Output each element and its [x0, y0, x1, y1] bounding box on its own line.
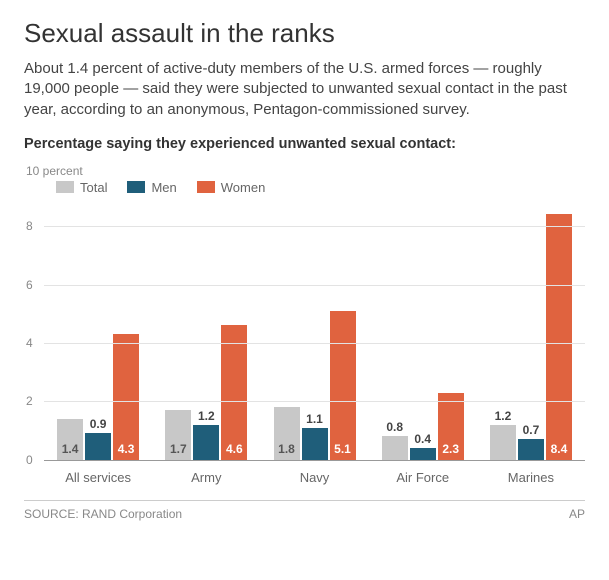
y-tick-label: 2	[26, 394, 33, 408]
bar-group: 1.71.24.6	[152, 168, 260, 460]
gridline	[44, 226, 585, 227]
bar: 1.4	[57, 419, 83, 460]
x-category-label: Army	[152, 464, 260, 488]
y-tick-label: 6	[26, 278, 33, 292]
bar-value-label: 5.1	[330, 442, 356, 456]
bar: 1.2	[490, 425, 516, 460]
gridline	[44, 401, 585, 402]
page-title: Sexual assault in the ranks	[24, 18, 585, 49]
bar-value-label: 0.9	[85, 417, 111, 431]
credit-label: AP	[569, 507, 585, 521]
bar-value-label: 1.4	[57, 442, 83, 456]
bar-value-label: 8.4	[546, 442, 572, 456]
y-tick-label: 8	[26, 219, 33, 233]
bar-value-label: 0.8	[382, 420, 408, 434]
bar: 0.7	[518, 439, 544, 459]
bar-value-label: 4.6	[221, 442, 247, 456]
bar: 8.4	[546, 214, 572, 459]
gridline	[44, 343, 585, 344]
x-category-label: Air Force	[369, 464, 477, 488]
bar-group: 0.80.42.3	[369, 168, 477, 460]
bar-group: 1.81.15.1	[260, 168, 368, 460]
y-axis-title: 10 percent	[26, 164, 83, 178]
bar-group: 1.40.94.3	[44, 168, 152, 460]
y-tick-label: 0	[26, 453, 33, 467]
y-tick-label: 4	[26, 336, 33, 350]
bar: 0.4	[410, 448, 436, 460]
subtitle-text: About 1.4 percent of active-duty members…	[24, 59, 585, 120]
bar-value-label: 1.7	[165, 442, 191, 456]
plot-area: 1.40.94.31.71.24.61.81.15.10.80.42.31.20…	[44, 168, 585, 460]
bar: 4.3	[113, 334, 139, 460]
chart-area: TotalMenWomen 1.40.94.31.71.24.61.81.15.…	[24, 168, 585, 488]
bar: 5.1	[330, 311, 356, 460]
bar: 1.8	[274, 407, 300, 460]
bar: 1.2	[193, 425, 219, 460]
bar-value-label: 1.8	[274, 442, 300, 456]
bar-value-label: 1.2	[193, 409, 219, 423]
x-axis-labels: All servicesArmyNavyAir ForceMarines	[44, 464, 585, 488]
bar-group: 1.20.78.4	[477, 168, 585, 460]
bar: 1.7	[165, 410, 191, 460]
bar-value-label: 1.2	[490, 409, 516, 423]
x-category-label: All services	[44, 464, 152, 488]
gridline	[44, 285, 585, 286]
bar-value-label: 1.1	[302, 412, 328, 426]
chart-heading: Percentage saying they experienced unwan…	[24, 136, 585, 152]
bar: 4.6	[221, 325, 247, 459]
x-category-label: Marines	[477, 464, 585, 488]
bar-value-label: 4.3	[113, 442, 139, 456]
source-label: SOURCE: RAND Corporation	[24, 507, 182, 521]
bar: 0.8	[382, 436, 408, 459]
bar: 0.9	[85, 433, 111, 459]
bar: 1.1	[302, 428, 328, 460]
footer: SOURCE: RAND Corporation AP	[24, 500, 585, 521]
bar-value-label: 0.7	[518, 423, 544, 437]
bar: 2.3	[438, 393, 464, 460]
bar-value-label: 2.3	[438, 442, 464, 456]
x-category-label: Navy	[260, 464, 368, 488]
bar-value-label: 0.4	[410, 432, 436, 446]
gridline	[44, 460, 585, 461]
